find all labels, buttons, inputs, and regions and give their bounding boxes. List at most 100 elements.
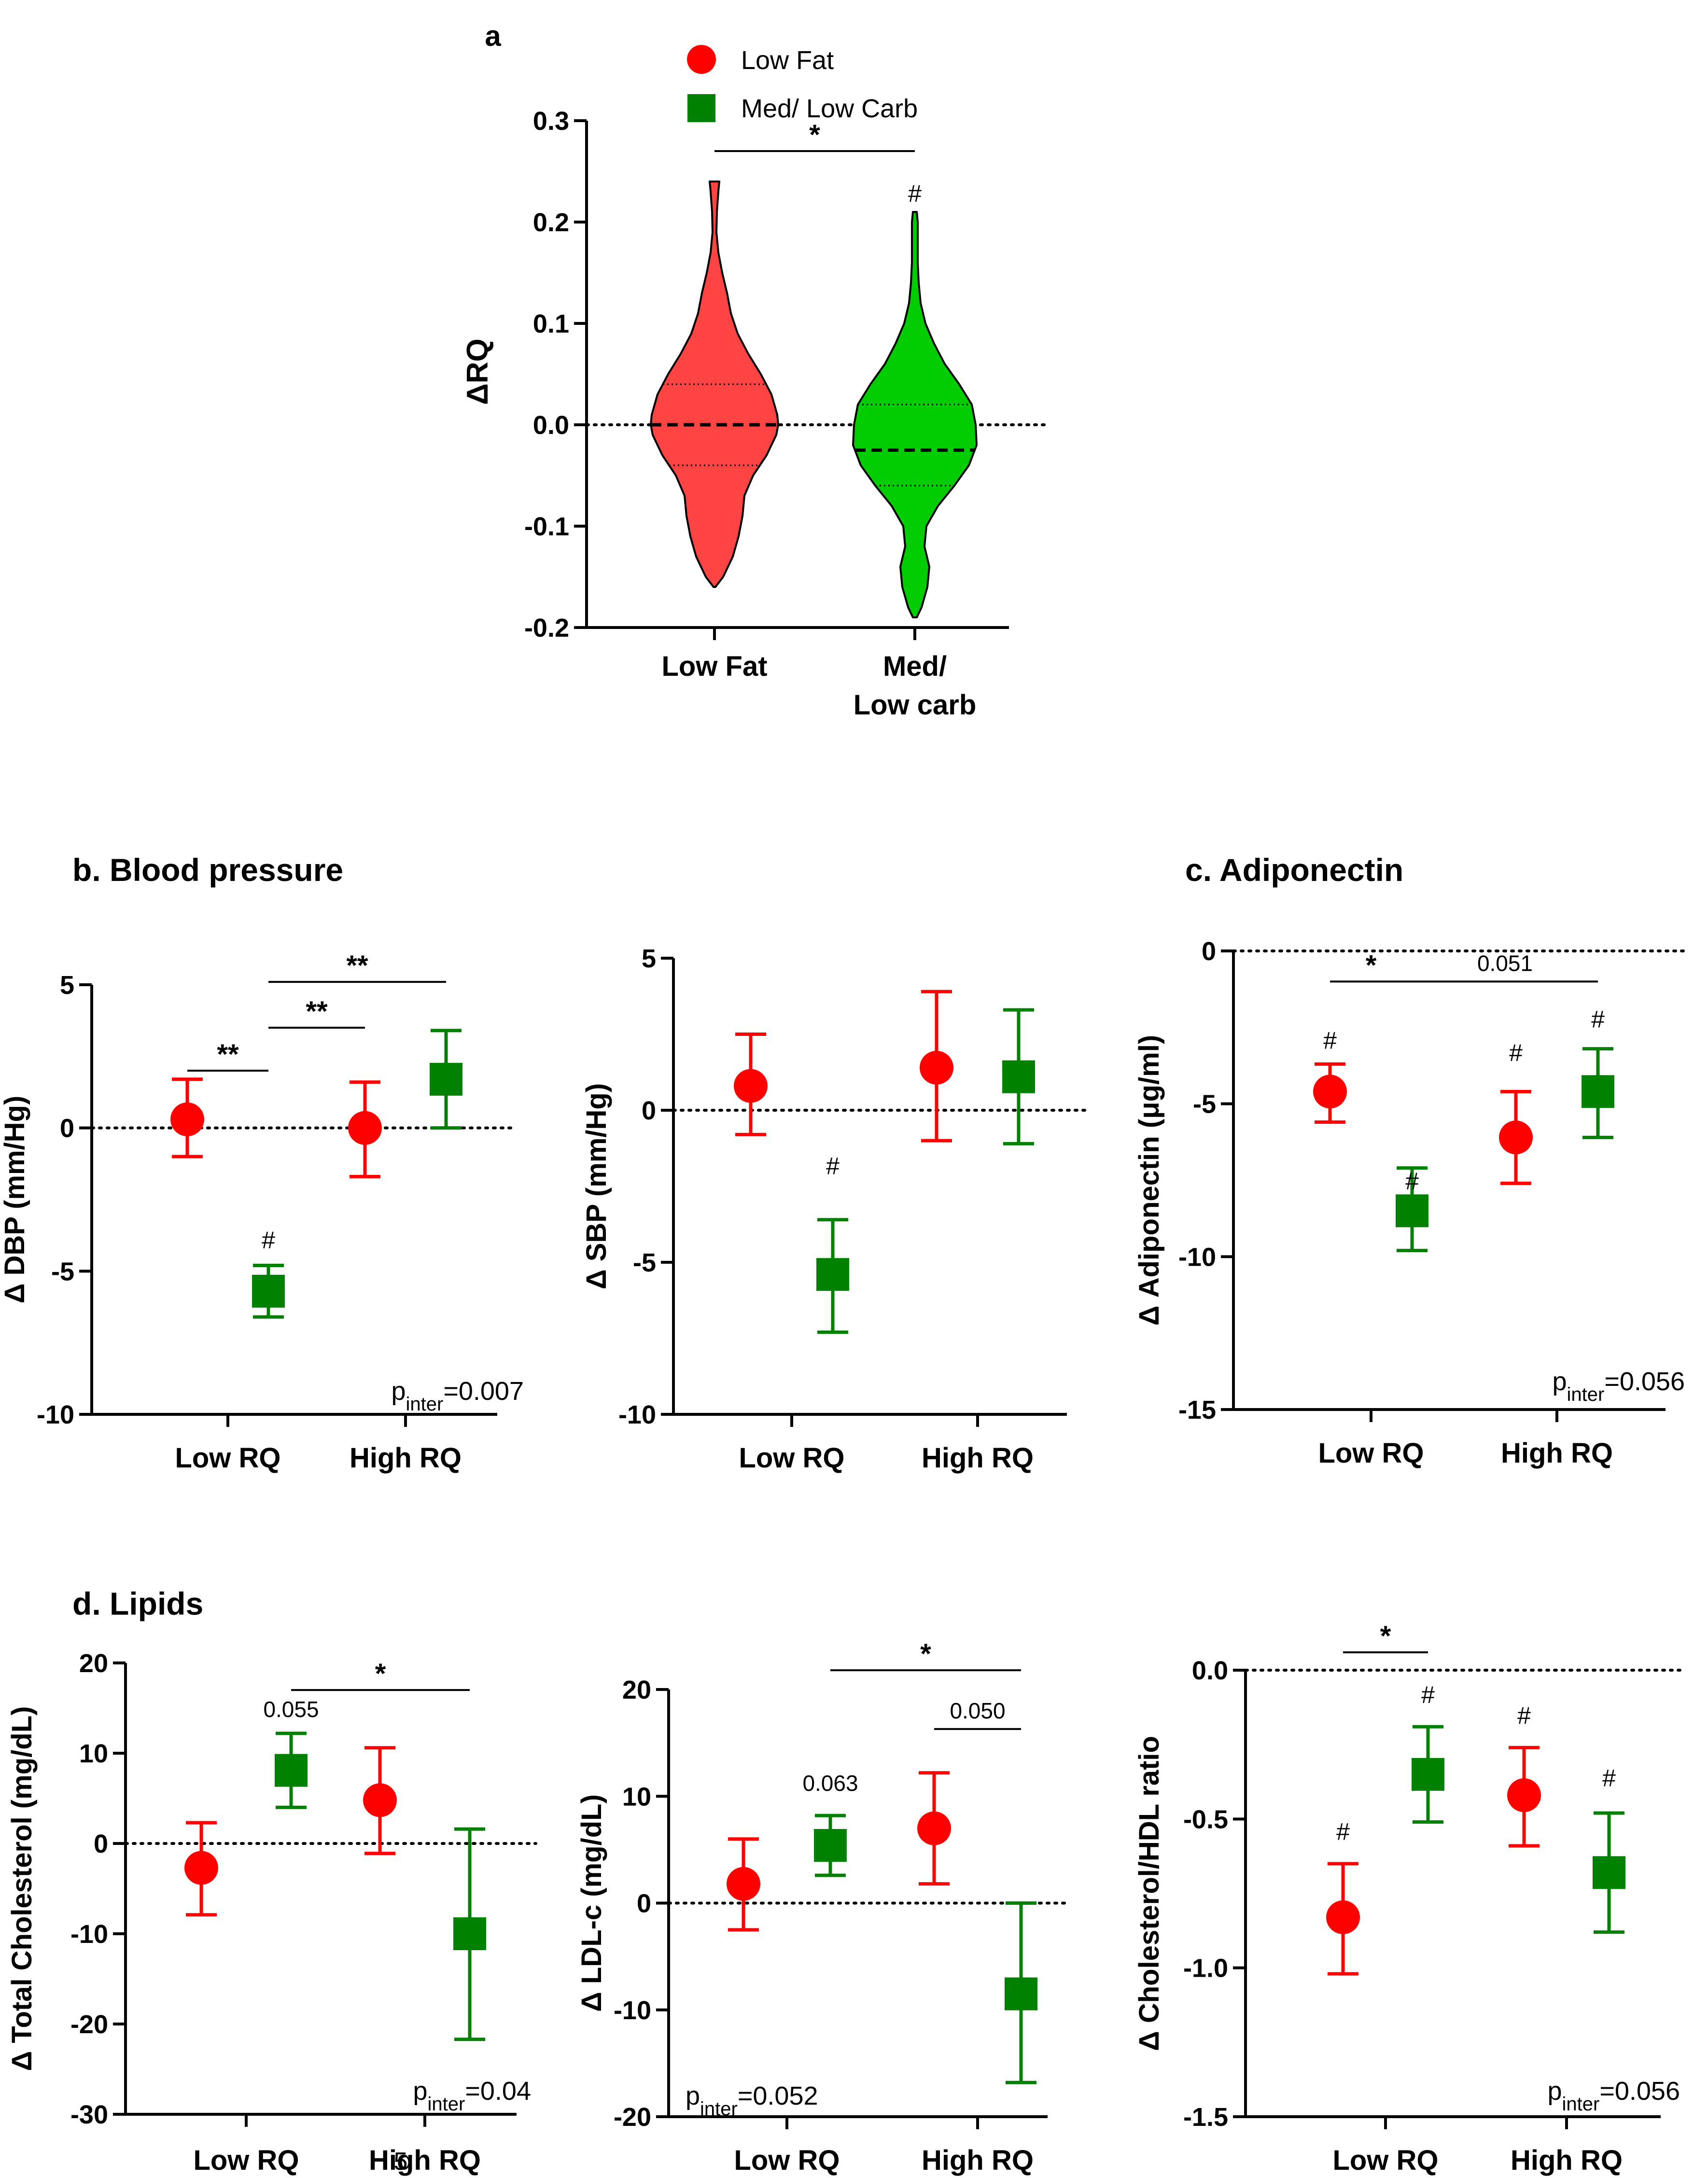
y-tick-label: 20 (79, 1649, 108, 1678)
y-axis-label: Δ Adiponectin (μg/ml) (1134, 1035, 1165, 1326)
y-tick-label: -0.2 (524, 614, 569, 642)
hash-marker: # (262, 1227, 275, 1254)
x-tick-label: Low RQ (193, 2145, 299, 2176)
sbp-panel: 5 0 -5 -10 Low RQ High RQ Δ SBP (mm/Hg) # (581, 944, 1088, 1474)
x-tick-label: High RQ (369, 2145, 481, 2176)
y-tick-label: 0.3 (533, 107, 569, 136)
hash-marker: # (1336, 1818, 1350, 1845)
data-point-low-fat (734, 1069, 768, 1103)
x-tick-label: Low RQ (1332, 2145, 1438, 2176)
hash-marker: # (1421, 1681, 1435, 1708)
y-tick-label: -30 (70, 2100, 108, 2129)
adiponectin-panel: 0 -5 -10 -15 Low RQ High RQ Δ Adiponectin (μg/… (1134, 937, 1686, 1469)
x-tick-label: Low RQ (175, 1442, 280, 1474)
data-point-low-fat (348, 1111, 382, 1145)
hash-marker: # (1405, 1168, 1419, 1195)
significance-label: ** (306, 996, 328, 1027)
hash-marker: # (826, 1152, 840, 1179)
significance-label: ** (346, 950, 368, 981)
y-axis-label: Δ Cholesterol/HDL ratio (1134, 1736, 1165, 2051)
y-tick-label: 5 (642, 944, 656, 973)
data-point-med-low-carb (252, 1274, 285, 1308)
hash-marker: # (1509, 1039, 1523, 1066)
significance-label: ** (217, 1039, 239, 1070)
legend-label-med-low-carb: Med/ Low Carb (741, 94, 918, 123)
x-tick-label: High RQ (350, 1442, 462, 1474)
y-axis-label: Δ DBP (mm/Hg) (0, 1096, 30, 1304)
data-point-low-fat (363, 1783, 397, 1817)
y-axis-label: Δ SBP (mm/Hg) (581, 1083, 612, 1289)
p-interaction-label: pinter=0.056 (1547, 2077, 1680, 2115)
hash-marker: # (1517, 1702, 1531, 1729)
y-tick-label: -5 (1193, 1090, 1216, 1119)
y-tick-label: -20 (614, 2103, 651, 2132)
y-tick-label: 0 (642, 1096, 656, 1125)
data-point-med-low-carb (453, 1917, 486, 1950)
y-tick-label: 0.0 (1192, 1656, 1228, 1685)
data-point-med-low-carb (275, 1754, 308, 1787)
y-tick-label: 0.2 (533, 208, 569, 237)
data-point-low-fat (170, 1102, 204, 1136)
x-tick-label: High RQ (1501, 1438, 1613, 1469)
x-tick-label: High RQ (922, 1442, 1034, 1474)
legend: Low Fat Med/ Low Carb (687, 45, 918, 123)
y-tick-label: -10 (70, 1920, 108, 1949)
y-tick-label: -10 (614, 1996, 651, 2025)
x-tick-label: Low RQ (734, 2145, 840, 2176)
section-title-blood-pressure: b. Blood pressure (72, 852, 343, 888)
p-interaction-label: pinter=0.007 (391, 1377, 524, 1415)
significance-label: 0.050 (950, 1698, 1005, 1723)
violin-med-low-carb (852, 211, 978, 618)
hash-marker: # (1591, 1005, 1605, 1033)
significance-label: * (920, 1638, 931, 1670)
y-tick-label: -5 (51, 1257, 74, 1286)
y-tick-label: 0 (94, 1829, 108, 1858)
y-tick-label: -0.5 (1183, 1805, 1228, 1834)
total-cholesterol-panel: 20 10 0 -10 -20 -30 Low RQ High RQ Δ Total Chole… (6, 1649, 537, 2176)
section-title-adiponectin: c. Adiponectin (1185, 852, 1403, 888)
data-point-low-fat (184, 1851, 218, 1885)
x-tick-label-line1: Med/ (883, 651, 947, 682)
data-point-med-low-carb (1002, 1060, 1035, 1093)
x-tick-label: Low Fat (661, 651, 767, 682)
significance-label: * (1366, 949, 1377, 981)
significance-label: * (375, 1658, 386, 1689)
y-tick-label: 5 (60, 971, 74, 1000)
ldl-panel: 20 10 0 -10 -20 Low RQ High RQ Δ LDL-c (mg/dL) 0… (576, 1638, 1068, 2176)
y-tick-label: 0 (637, 1889, 651, 1918)
x-tick-label: Low RQ (1318, 1438, 1424, 1469)
x-tick-label-line2: Low carb (854, 689, 977, 721)
hash-marker: # (1323, 1027, 1337, 1054)
y-tick-label: 10 (79, 1739, 108, 1768)
y-tick-label: 20 (622, 1675, 651, 1704)
x-tick-label: High RQ (922, 2145, 1034, 2176)
y-tick-label: -1.0 (1183, 1954, 1228, 1983)
y-axis-label: Δ Total Cholesterol (mg/dL) (6, 1706, 38, 2071)
y-tick-label: -15 (1178, 1396, 1216, 1424)
x-tick-label: Low RQ (739, 1442, 844, 1474)
dbp-panel: 5 0 -5 -10 Low RQ High RQ Δ DBP (mm/Hg) # ** ** **… (0, 950, 524, 1474)
y-tick-label: -1.5 (1183, 2103, 1228, 2132)
x-tick-label: High RQ (1511, 2145, 1623, 2176)
p-interaction-label: pinter=0.04 (413, 2077, 532, 2115)
p-interaction-label: pinter=0.052 (686, 2081, 818, 2120)
y-axis-label: Δ LDL-c (mg/dL) (576, 1794, 607, 2012)
page-number: 5 (394, 2148, 408, 2176)
y-tick-label: 0 (1202, 937, 1216, 966)
p-interaction-label: pinter=0.056 (1552, 1367, 1685, 1405)
p-value-label: 0.063 (802, 1771, 858, 1796)
y-tick-label: -10 (37, 1400, 74, 1429)
y-tick-label: 0.0 (533, 411, 569, 440)
data-point-med-low-carb (430, 1062, 462, 1096)
data-point-med-low-carb (1412, 1758, 1444, 1791)
data-point-med-low-carb (1396, 1194, 1428, 1228)
cholesterol-hdl-ratio-panel: 0.0 -0.5 -1.0 -1.5 Low RQ High RQ Δ Cholestero… (1134, 1620, 1681, 2176)
y-tick-label: 0 (60, 1114, 74, 1143)
data-point-low-fat (1499, 1120, 1533, 1155)
y-tick-label: -5 (633, 1248, 656, 1277)
legend-label-low-fat: Low Fat (741, 46, 834, 75)
data-point-low-fat (727, 1867, 760, 1901)
violin-panel: 0.3 0.2 0.1 0.0 -0.1 -0.2 ΔRQ Low Fat Med/Low ca… (461, 107, 1049, 721)
panel-label-a: a (485, 20, 501, 52)
data-point-med-low-carb (816, 1258, 849, 1291)
